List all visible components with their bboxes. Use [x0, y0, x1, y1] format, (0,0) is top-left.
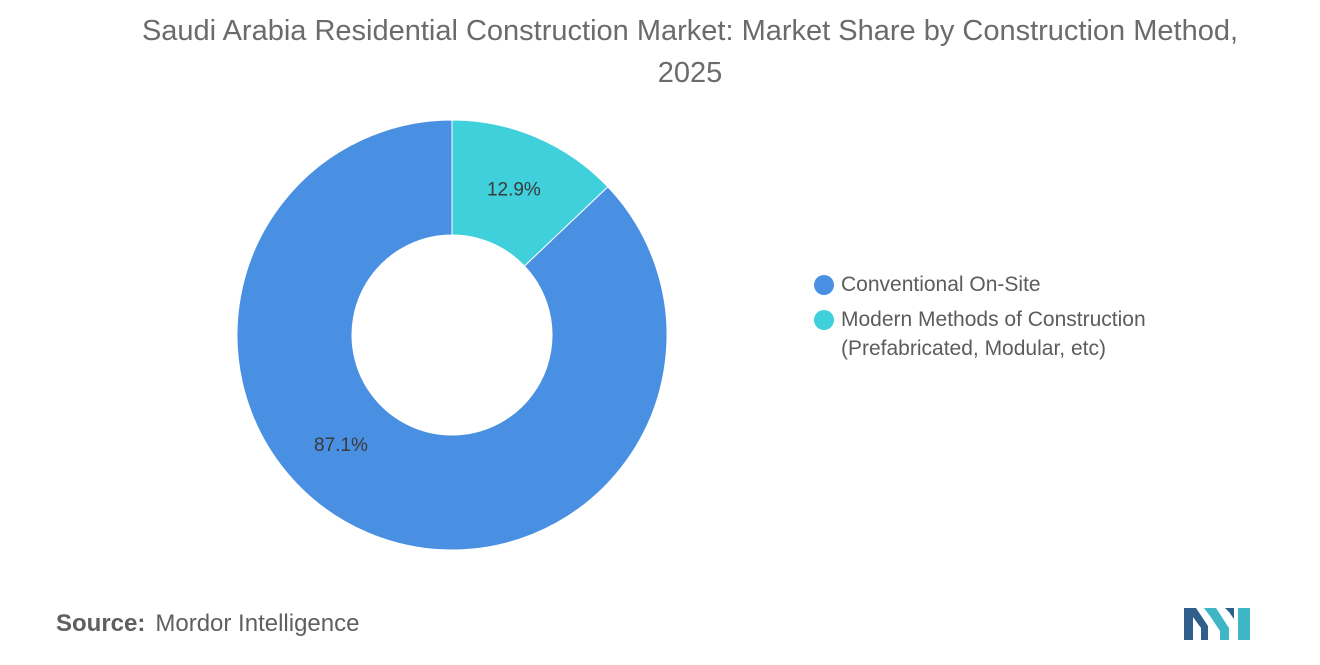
mordor-intelligence-logo-icon	[1184, 608, 1250, 640]
source-text: Mordor Intelligence	[155, 610, 360, 637]
donut-slice-modern-methods	[451, 119, 609, 267]
legend-item-conventional-on-site: Conventional On-Site	[814, 270, 1234, 299]
legend-label-conventional-on-site: Conventional On-Site	[841, 273, 1041, 296]
legend-label-modern-methods: Modern Methods of Construction (Prefabri…	[841, 308, 1146, 360]
value-label-modern-methods: 12.9%	[487, 180, 541, 201]
donut-slice-conventional-on-site	[236, 119, 668, 551]
chart-title: Saudi Arabia Residential Construction Ma…	[141, 15, 1239, 89]
legend-item-modern-methods: Modern Methods of Construction (Prefabri…	[814, 305, 1234, 363]
source-prefix: Source:	[56, 610, 146, 637]
legend-swatch-conventional-on-site	[814, 275, 834, 295]
chart-legend: Conventional On-Site Modern Methods of C…	[814, 270, 1234, 369]
donut-value-labels: 12.9% 87.1%	[314, 180, 541, 456]
source-note: Source: Mordor Intelligence	[56, 610, 359, 638]
legend-swatch-modern-methods	[814, 310, 834, 330]
donut-slices	[236, 119, 668, 551]
value-label-conventional-on-site: 87.1%	[314, 435, 368, 456]
